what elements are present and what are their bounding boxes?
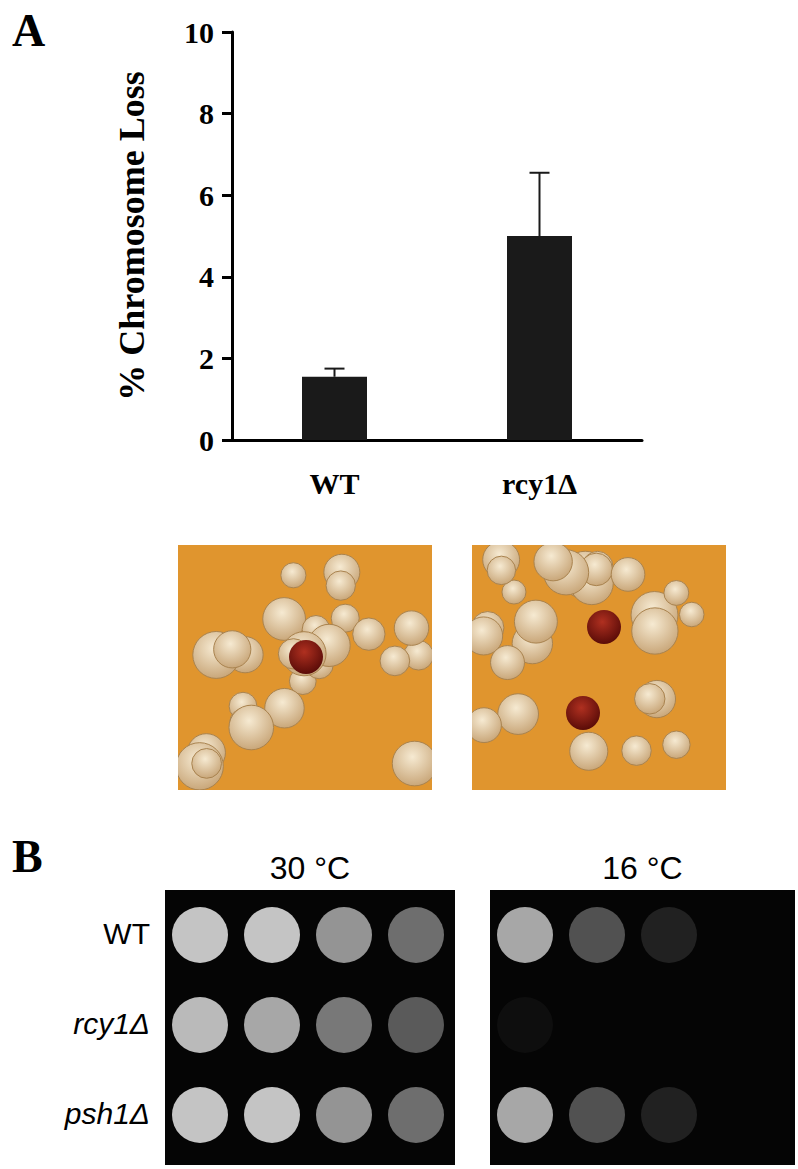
svg-text:WT: WT <box>309 467 359 500</box>
html-text:rcy1Δ: rcy1Δ <box>73 1007 150 1040</box>
html-text:B: B <box>12 831 43 882</box>
svg-text:6: 6 <box>199 179 214 212</box>
svg-text:0: 0 <box>199 424 214 457</box>
svg-text:2: 2 <box>199 342 214 375</box>
svg-text:rcy1Δ: rcy1Δ <box>502 467 577 500</box>
svg-text:8: 8 <box>199 97 214 130</box>
svg-text:4: 4 <box>199 260 214 293</box>
html-text:psh1Δ: psh1Δ <box>64 1097 150 1130</box>
html-text:A: A <box>12 5 46 56</box>
svg-text:% Chromosome Loss: % Chromosome Loss <box>112 71 152 400</box>
html-text:16 °C: 16 °C <box>602 850 683 886</box>
svg-text:10: 10 <box>184 16 214 49</box>
html-text:30 °C: 30 °C <box>269 850 351 886</box>
html-text:WT: WT <box>103 917 150 950</box>
